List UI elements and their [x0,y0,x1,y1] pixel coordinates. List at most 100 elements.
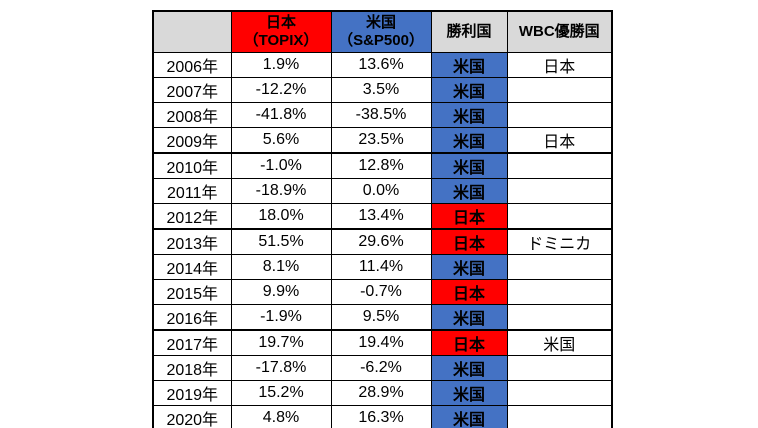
table-row: 2010年 -1.0% 12.8% 米国 [152,152,613,179]
topix-return-cell: 15.2% [230,379,332,406]
header-cell-winner: 勝利国 [430,10,508,53]
winner-cell: 米国 [430,379,508,406]
sp500-return-cell: -0.7% [330,278,432,305]
topix-return-cell: 4.8% [230,404,332,428]
year-cell: 2007年 [152,76,232,103]
topix-return-cell: 19.7% [230,329,332,356]
topix-return-cell: 9.9% [230,278,332,305]
year-cell: 2013年 [152,228,232,255]
wbc-champion-cell [506,404,613,428]
wbc-champion-cell [506,152,613,179]
sp500-return-cell: 19.4% [330,329,432,356]
header-sp500-label: （S&P500） [338,31,424,49]
wbc-champion-cell [506,202,613,230]
sp500-return-cell: -38.5% [330,101,432,128]
winner-cell: 米国 [430,354,508,381]
header-cell-japan-topix: 日本 （TOPIX） [230,10,332,53]
year-cell: 2020年 [152,404,232,428]
topix-return-cell: -17.8% [230,354,332,381]
year-cell: 2016年 [152,303,232,331]
winner-cell: 米国 [430,303,508,331]
table-row: 2007年 -12.2% 3.5% 米国 [152,76,613,103]
year-cell: 2008年 [152,101,232,128]
wbc-champion-cell: 日本 [506,126,613,154]
table-row: 2015年 9.9% -0.7% 日本 [152,278,613,305]
table-row: 2014年 8.1% 11.4% 米国 [152,253,613,280]
header-topix-label: （TOPIX） [243,31,319,49]
topix-return-cell: -1.0% [230,152,332,179]
winner-cell: 米国 [430,76,508,103]
winner-cell: 米国 [430,152,508,179]
table-row: 2018年 -17.8% -6.2% 米国 [152,354,613,381]
sp500-return-cell: -6.2% [330,354,432,381]
year-cell: 2006年 [152,51,232,78]
sp500-return-cell: 0.0% [330,177,432,204]
winner-cell: 米国 [430,253,508,280]
topix-return-cell: -18.9% [230,177,332,204]
header-cell-wbc-champion: WBC優勝国 [506,10,613,53]
table-row: 2008年 -41.8% -38.5% 米国 [152,101,613,128]
winner-cell: 米国 [430,404,508,428]
topix-sp500-wbc-comparison-table: 日本 （TOPIX） 米国 （S&P500） 勝利国 WBC優勝国 2006年 1… [152,10,613,428]
winner-cell: 米国 [430,126,508,154]
year-cell: 2009年 [152,126,232,154]
topix-return-cell: 51.5% [230,228,332,255]
winner-cell: 日本 [430,329,508,356]
year-cell: 2015年 [152,278,232,305]
winner-cell: 米国 [430,101,508,128]
table-row: 2012年 18.0% 13.4% 日本 [152,202,613,230]
year-cell: 2018年 [152,354,232,381]
wbc-champion-cell: ドミニカ [506,228,613,255]
wbc-champion-cell [506,278,613,305]
sp500-return-cell: 29.6% [330,228,432,255]
topix-return-cell: -41.8% [230,101,332,128]
topix-return-cell: -12.2% [230,76,332,103]
table-body: 2006年 1.9% 13.6% 米国 日本 2007年 -12.2% 3.5% 米国 2008年… [152,51,613,428]
table-row: 2009年 5.6% 23.5% 米国 日本 [152,126,613,154]
wbc-champion-cell [506,177,613,204]
header-row: 日本 （TOPIX） 米国 （S&P500） 勝利国 WBC優勝国 [152,10,613,53]
header-cell-year [152,10,232,53]
winner-cell: 米国 [430,177,508,204]
year-cell: 2014年 [152,253,232,280]
header-cell-us-sp500: 米国 （S&P500） [330,10,432,53]
wbc-champion-cell [506,76,613,103]
table-row: 2016年 -1.9% 9.5% 米国 [152,303,613,331]
wbc-champion-cell: 米国 [506,329,613,356]
topix-return-cell: 8.1% [230,253,332,280]
topix-return-cell: 1.9% [230,51,332,78]
winner-cell: 日本 [430,202,508,230]
winner-cell: 日本 [430,278,508,305]
table-row: 2017年 19.7% 19.4% 日本 米国 [152,329,613,356]
year-cell: 2017年 [152,329,232,356]
table-row: 2011年 -18.9% 0.0% 米国 [152,177,613,204]
wbc-champion-cell [506,354,613,381]
header-us-label: 米国 [365,13,396,31]
winner-cell: 米国 [430,51,508,78]
wbc-champion-cell [506,303,613,331]
sp500-return-cell: 13.4% [330,202,432,230]
wbc-champion-cell [506,253,613,280]
sp500-return-cell: 12.8% [330,152,432,179]
wbc-champion-cell [506,379,613,406]
topix-return-cell: -1.9% [230,303,332,331]
table-row: 2013年 51.5% 29.6% 日本 ドミニカ [152,228,613,255]
table-row: 2019年 15.2% 28.9% 米国 [152,379,613,406]
sp500-return-cell: 16.3% [330,404,432,428]
year-cell: 2019年 [152,379,232,406]
wbc-champion-cell: 日本 [506,51,613,78]
sp500-return-cell: 9.5% [330,303,432,331]
year-cell: 2012年 [152,202,232,230]
sp500-return-cell: 23.5% [330,126,432,154]
sp500-return-cell: 28.9% [330,379,432,406]
sp500-return-cell: 13.6% [330,51,432,78]
sp500-return-cell: 3.5% [330,76,432,103]
year-cell: 2011年 [152,177,232,204]
winner-cell: 日本 [430,228,508,255]
wbc-champion-cell [506,101,613,128]
header-japan-label: 日本 [265,13,296,31]
year-cell: 2010年 [152,152,232,179]
topix-return-cell: 18.0% [230,202,332,230]
table-row: 2020年 4.8% 16.3% 米国 [152,404,613,428]
